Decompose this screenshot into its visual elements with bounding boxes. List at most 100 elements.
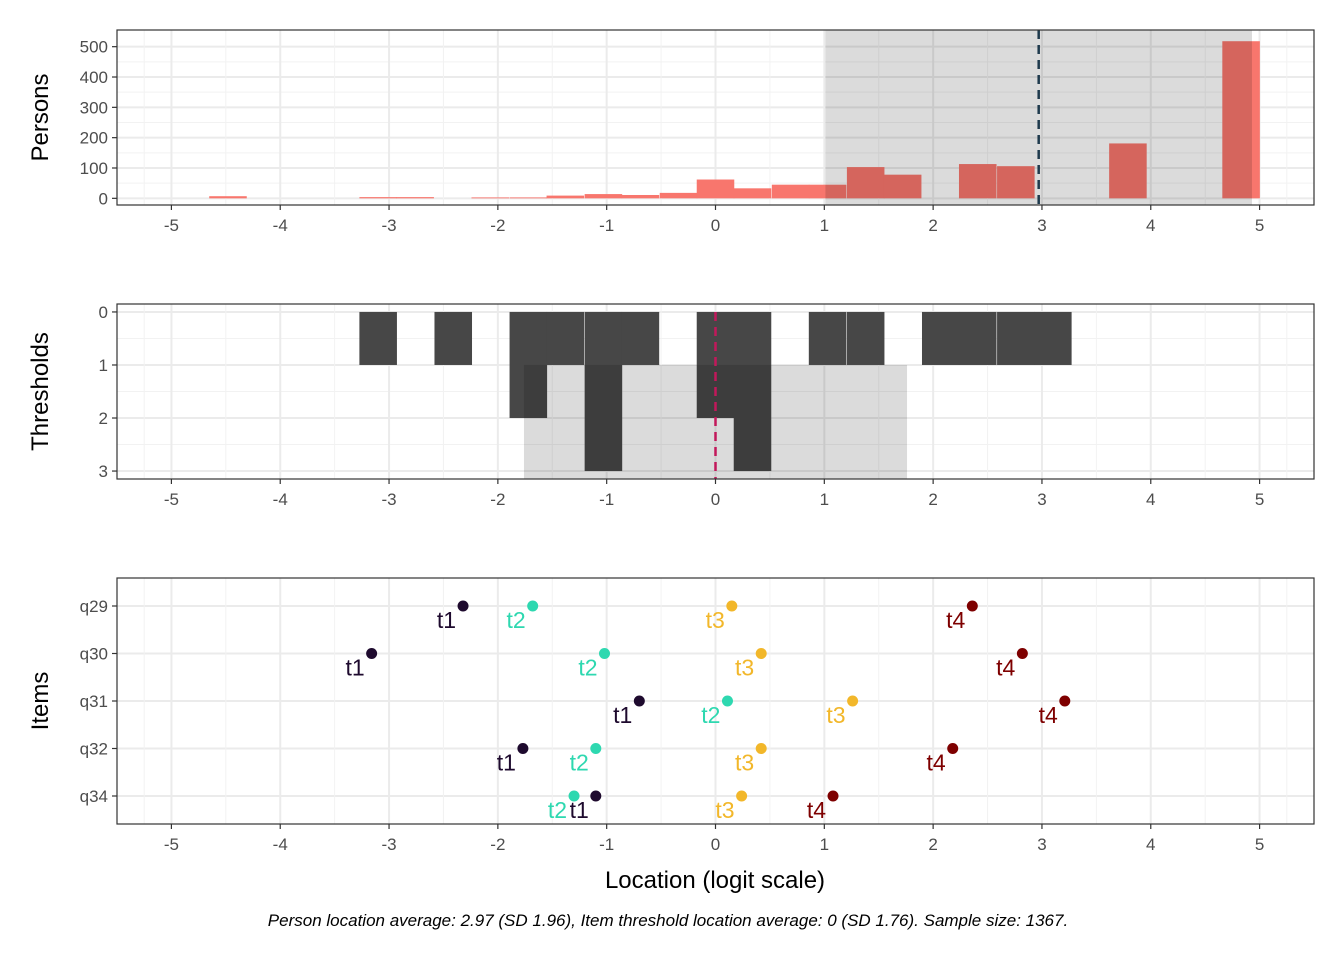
thresholds-panel: 0 1 2 3 -5 -4 -3 -2 -1 0 1 2 3 4 5 Thresholds [27,303,1315,509]
x-tick-label: -5 [164,835,179,854]
x-axis-title: Location (logit scale) [605,867,825,894]
person-bar [621,194,660,199]
y-tick-label: q30 [80,645,108,664]
x-tick-label: 0 [711,216,720,235]
threshold-bar [509,311,548,419]
person-bar [958,164,997,199]
person-bar [883,174,922,199]
y-axis-title: Thresholds [27,332,54,451]
x-tick-label: 5 [1255,490,1264,509]
x-tick-label: 0 [711,490,720,509]
person-bar [771,184,810,199]
threshold-point [966,600,978,612]
y-tick-label: 200 [80,129,108,148]
panel-border [116,303,1315,480]
x-tick-label: -2 [490,216,505,235]
x-tick-label: -3 [381,216,396,235]
y-tick-label: 400 [80,68,108,87]
x-tick-label: -1 [599,490,614,509]
y-tick-label: 3 [99,462,108,481]
person-sd-band [825,30,1252,205]
threshold-point [726,600,738,612]
y-tick-label: 2 [99,409,108,428]
threshold-bar [808,311,847,365]
x-tick-label: -4 [273,216,288,235]
y-tick-label: 0 [99,189,108,208]
threshold-point [633,695,645,707]
person-bar [696,179,735,199]
person-bar [997,166,1035,199]
threshold-point [827,790,839,802]
threshold-bar [434,311,473,365]
threshold-label: t1 [497,750,516,776]
threshold-bar [584,311,623,472]
panel-border [116,29,1315,206]
persons-panel: 0 100 200 300 400 500 -5 -4 -3 -2 -1 0 1 2 3 4 5 Persons [27,29,1315,235]
threshold-label: t1 [345,655,364,681]
threshold-point [517,743,529,754]
threshold-point [590,743,602,754]
person-bar [359,197,397,199]
threshold-label: t3 [735,750,754,776]
threshold-point [590,790,602,802]
x-tick-label: 5 [1255,216,1264,235]
threshold-label: t4 [996,655,1015,681]
threshold-bar [921,311,960,365]
person-bar [1109,143,1147,199]
person-bar [509,197,548,199]
y-tick-label: q32 [80,740,108,759]
threshold-point [1016,648,1028,659]
x-tick-label: -1 [599,216,614,235]
threshold-label: t4 [946,607,965,633]
x-tick-label: 1 [820,490,829,509]
y-tick-label: 100 [80,159,108,178]
person-bar [846,167,885,199]
y-tick-label: q34 [80,787,108,806]
threshold-label: t2 [578,655,597,681]
threshold-label: t2 [570,750,589,776]
x-tick-label: -3 [381,835,396,854]
threshold-bar [1034,311,1072,365]
threshold-label: t3 [826,702,845,728]
x-tick-label: 4 [1146,216,1155,235]
panel-border [116,577,1315,825]
x-tick-label: -4 [273,490,288,509]
threshold-point [527,600,539,612]
threshold-label: t3 [706,607,725,633]
threshold-label: t2 [506,607,525,633]
threshold-point [366,648,378,659]
x-tick-label: -5 [164,216,179,235]
person-bar [546,195,585,199]
x-tick-label: -2 [490,490,505,509]
x-tick-label: 4 [1146,835,1155,854]
threshold-label: t4 [1039,702,1058,728]
threshold-bar [958,311,997,365]
threshold-point [755,743,767,754]
threshold-bar [733,311,772,472]
x-tick-label: 2 [928,216,937,235]
y-axis-title: Persons [27,73,54,161]
threshold-label: t2 [701,702,720,728]
chart-caption: Person location average: 2.97 (SD 1.96),… [268,911,1068,930]
x-tick-label: 0 [711,835,720,854]
x-tick-label: 2 [928,835,937,854]
threshold-label: t2 [548,797,567,823]
person-bar [209,196,247,199]
x-tick-label: 1 [820,216,829,235]
y-tick-label: q29 [80,597,108,616]
y-tick-label: 300 [80,98,108,117]
person-bar [1222,41,1260,199]
x-tick-label: 3 [1037,835,1046,854]
threshold-point [736,790,748,802]
x-tick-label: 3 [1037,490,1046,509]
y-tick-label: 1 [99,356,108,375]
x-tick-label: 3 [1037,216,1046,235]
person-bar [733,188,772,199]
threshold-point [721,695,733,707]
person-bar [808,184,847,199]
threshold-label: t3 [735,655,754,681]
y-tick-label: 500 [80,38,108,57]
threshold-bar [997,311,1035,365]
